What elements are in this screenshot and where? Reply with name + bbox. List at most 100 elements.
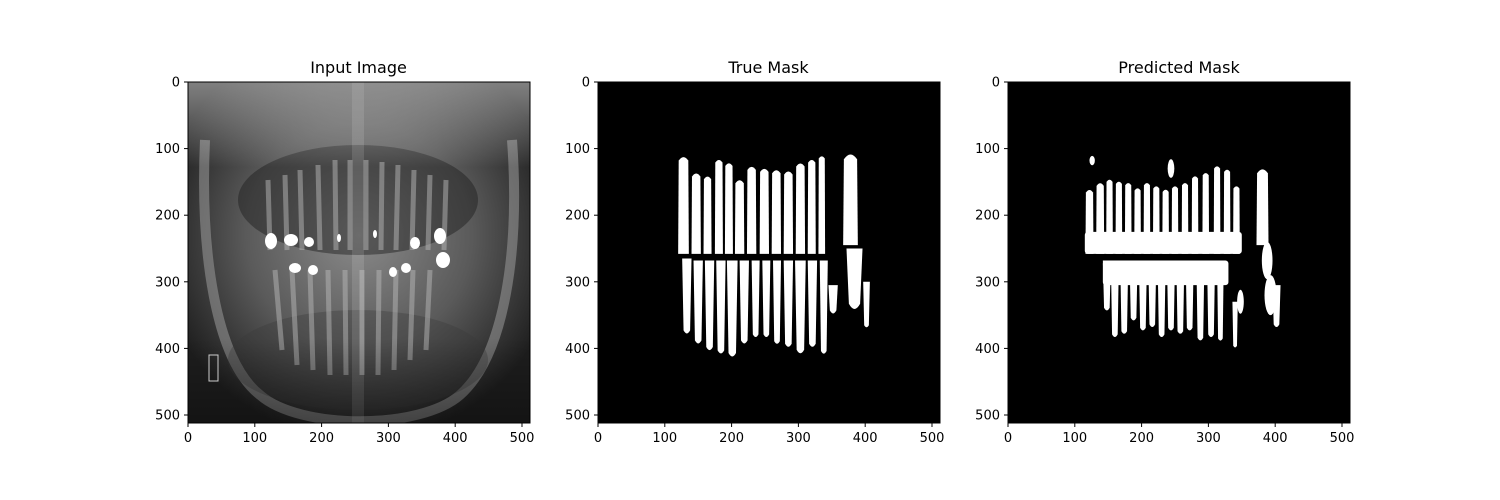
- x-tick-label: 100: [242, 431, 267, 446]
- upper-tooth-mask: [1181, 183, 1189, 254]
- x-tick-label: 200: [719, 431, 744, 446]
- y-tick-label: 500: [155, 409, 180, 424]
- mask-blob: [1261, 241, 1273, 280]
- mask-blob: [1237, 289, 1244, 314]
- mask-blob: [1167, 159, 1175, 178]
- x-tick-label: 300: [376, 431, 401, 446]
- upper-tooth-mask: [1191, 176, 1199, 254]
- mask-blob: [1089, 155, 1095, 166]
- x-tick-label: 500: [920, 431, 945, 446]
- lower-tooth-mask: [863, 281, 870, 328]
- x-tick-label: 100: [1062, 431, 1087, 446]
- upper-tooth-mask: [1171, 186, 1179, 254]
- upper-tooth-mask: [734, 180, 745, 254]
- upper-tooth-mask: [771, 170, 782, 254]
- plot-frame: [187, 81, 531, 424]
- y-tick-label: 0: [582, 76, 590, 91]
- lower-tooth-mask: [682, 258, 692, 334]
- lower-tooth-mask: [1207, 260, 1216, 338]
- lower-tooth-mask: [1129, 260, 1138, 321]
- y-tick-label: 100: [155, 142, 180, 157]
- upper-tooth-mask: [1096, 183, 1105, 254]
- y-tick-label: 300: [565, 275, 590, 290]
- upper-tooth-mask: [783, 171, 794, 254]
- upper-tooth-mask: [759, 168, 769, 254]
- y-tick-label: 400: [155, 342, 180, 357]
- upper-tooth-mask: [1152, 186, 1160, 254]
- panel-title: Input Image: [310, 58, 407, 77]
- y-tick-label: 0: [992, 76, 1000, 91]
- x-tick-label: 500: [510, 431, 535, 446]
- y-tick-label: 400: [975, 342, 1000, 357]
- panel-predicted-mask: Predicted Mask 0 100 200 300 400 500 0 100 200 30…: [975, 58, 1354, 446]
- lower-tooth-mask: [1138, 260, 1147, 331]
- lower-tooth-mask: [807, 260, 818, 347]
- lower-tooth-mask: [726, 260, 738, 357]
- lower-tooth-mask: [846, 248, 863, 309]
- x-axis: 0 100 200 300 400 500 0 100 200 300 400 500: [565, 76, 944, 447]
- y-tick-label: 200: [975, 209, 1000, 224]
- lower-tooth-mask: [1157, 260, 1166, 338]
- lower-tooth-mask: [1110, 260, 1119, 338]
- lower-tooth-mask: [1148, 260, 1157, 328]
- lower-tooth-mask: [1217, 260, 1224, 341]
- x-tick-label: 100: [652, 431, 677, 446]
- upper-tooth-mask: [1085, 189, 1094, 254]
- lower-tooth-mask: [762, 260, 771, 338]
- lower-tooth-mask: [1185, 260, 1194, 331]
- mask-background: [598, 82, 940, 423]
- plot-frame: [1007, 81, 1351, 424]
- x-tick-label: 0: [594, 431, 602, 446]
- panel-title: Predicted Mask: [1118, 58, 1240, 77]
- mask-blob: [1264, 275, 1277, 316]
- lower-tooth-mask: [783, 260, 794, 347]
- x-tick-label: 500: [1330, 431, 1355, 446]
- y-tick-label: 100: [565, 142, 590, 157]
- lower-tooth-mask: [773, 260, 782, 344]
- y-tick-label: 0: [172, 76, 180, 91]
- upper-tooth-mask: [843, 154, 858, 246]
- upper-tooth-mask: [724, 163, 733, 254]
- y-tick-label: 200: [565, 209, 590, 224]
- x-tick-label: 400: [1263, 431, 1288, 446]
- lower-tooth-mask: [795, 260, 806, 354]
- lower-tooth-mask: [693, 260, 703, 344]
- mask-shapes: [678, 154, 870, 357]
- upper-tooth-mask: [678, 157, 689, 254]
- lower-tooth-mask: [819, 260, 828, 354]
- x-tick-label: 200: [1129, 431, 1154, 446]
- panel-title: True Mask: [727, 58, 809, 77]
- x-axis: 0 100 200 300 400 500 0 100 200 300 400 500: [155, 76, 534, 447]
- y-tick-label: 500: [975, 409, 1000, 424]
- lower-tooth-mask: [739, 260, 749, 344]
- upper-tooth-mask: [1213, 166, 1221, 254]
- x-tick-label: 400: [853, 431, 878, 446]
- y-tick-label: 300: [975, 275, 1000, 290]
- lower-tooth-mask: [1120, 260, 1129, 334]
- x-tick-label: 300: [786, 431, 811, 446]
- upper-tooth-mask: [714, 159, 723, 254]
- upper-tooth-mask: [1233, 186, 1240, 254]
- upper-tooth-mask: [818, 156, 826, 254]
- lower-tooth-mask: [716, 260, 726, 354]
- upper-tooth-mask: [807, 159, 816, 254]
- upper-tooth-mask: [1202, 173, 1210, 254]
- lower-tooth-mask: [751, 260, 760, 338]
- x-tick-label: 0: [184, 431, 192, 446]
- upper-tooth-mask: [1256, 169, 1269, 246]
- lower-tooth-mask: [704, 260, 715, 351]
- x-axis: 0 100 200 300 400 500 0 100 200 300 400 500: [975, 76, 1354, 447]
- lower-tooth-mask: [1176, 260, 1185, 334]
- x-tick-label: 0: [1004, 431, 1012, 446]
- x-tick-label: 400: [443, 431, 468, 446]
- upper-tooth-mask: [1223, 169, 1231, 254]
- x-tick-label: 200: [309, 431, 334, 446]
- upper-tooth-mask: [1162, 189, 1169, 254]
- xray-image: [188, 82, 530, 423]
- panel-true-mask: True Mask 0 100 200 300 400 500 0 100 200 300 400 5…: [565, 58, 944, 446]
- y-tick-label: 100: [975, 142, 1000, 157]
- x-tick-label: 300: [1196, 431, 1221, 446]
- panel-input-image: Input Image: [155, 58, 534, 446]
- upper-tooth-mask: [703, 176, 712, 254]
